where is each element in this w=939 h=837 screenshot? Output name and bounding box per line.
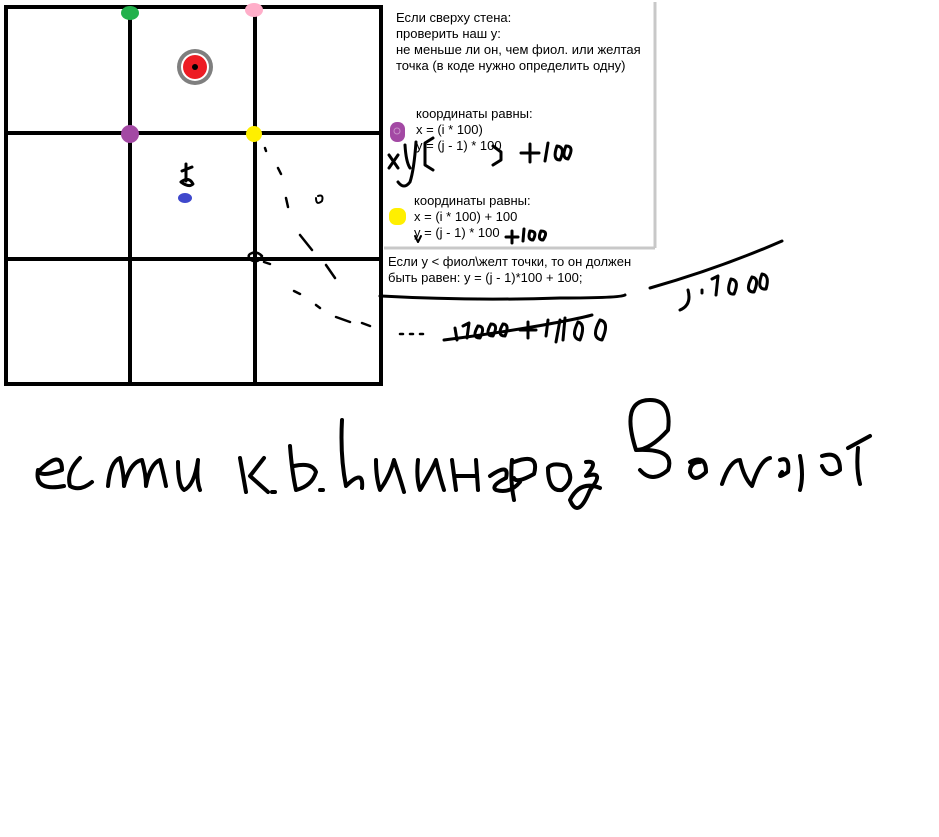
top-note-line-1: Если сверху стена: xyxy=(396,10,512,25)
bottom-note-line-2: быть равен: y = (j - 1)*100 + 100; xyxy=(388,270,583,285)
green-dot xyxy=(121,6,139,20)
purple-swatch-fill xyxy=(390,122,405,142)
dashed-curve-segments xyxy=(263,146,425,336)
yellow-dot xyxy=(246,126,262,142)
j100-strokes xyxy=(678,272,769,312)
yellow-note-x-line: x = (i * 100) + 100 xyxy=(414,209,531,225)
yellow-note-x-suffix: + 100 xyxy=(484,209,518,224)
red-target-marker xyxy=(177,49,213,85)
yellow-note-y-formula: y = (j - 1) * 100 xyxy=(414,225,500,240)
top-note-line-3: не меньше ли он, чем фиол. или желтая xyxy=(396,42,641,57)
top-note: Если сверху стена: проверить наш y: не м… xyxy=(396,10,641,74)
note-frame xyxy=(384,2,657,250)
small-three-scribble xyxy=(315,194,324,204)
xy-bracket-scribble xyxy=(387,136,503,188)
handwritten-plus100-yellow xyxy=(414,227,548,245)
purple-dot xyxy=(121,125,139,143)
bottom-note-line-1: Если y < фиол\желт точки, то он должен xyxy=(388,254,632,269)
purple-note-x-formula: x = (i * 100) xyxy=(416,122,483,137)
corner-scribble xyxy=(247,251,272,266)
curve-line-upper xyxy=(378,239,784,301)
blue-dot xyxy=(178,193,192,203)
handwritten-j100 xyxy=(678,272,769,312)
grid-border xyxy=(4,5,383,386)
bottom-phrase-strokes xyxy=(35,398,872,510)
purple-note-y-formula: y = (j - 1) * 100 xyxy=(416,138,502,153)
yellow-swatch xyxy=(389,208,406,225)
grid xyxy=(4,5,383,386)
handwritten-bottom-phrase xyxy=(35,398,872,510)
blue-scribble xyxy=(179,162,195,188)
yellow-note-x-formula: x = (i * 100) xyxy=(414,209,481,224)
yellow-note-title: координаты равны: xyxy=(414,193,531,208)
target-dot xyxy=(192,64,198,70)
bottom-note: Если y < фиол\желт точки, то он должен б… xyxy=(388,254,631,286)
i100-plus100-strokes xyxy=(453,316,607,344)
dashed-curve xyxy=(247,146,425,336)
top-note-line-2: проверить наш y: xyxy=(396,26,501,41)
plus100-purple-strokes xyxy=(519,141,573,164)
purple-note-title: координаты равны: xyxy=(416,106,533,121)
pink-dot xyxy=(245,3,263,17)
blue-y-mark xyxy=(178,162,195,203)
y-arrow-scribble xyxy=(414,235,422,243)
purple-swatch-inner xyxy=(393,127,401,135)
purple-swatch xyxy=(390,122,405,142)
yellow-note: координаты равны: x = (i * 100) + 100 y … xyxy=(414,193,531,241)
handwritten-plus100-purple xyxy=(519,141,573,164)
top-note-line-4: точка (в коде нужно определить одну) xyxy=(396,58,626,73)
purple-note: координаты равны: x = (i * 100) y = (j -… xyxy=(416,106,533,154)
plus100-yellow-strokes xyxy=(504,227,548,245)
handwritten-i100-plus100 xyxy=(453,316,607,344)
handwritten-xy-mark xyxy=(387,136,503,188)
